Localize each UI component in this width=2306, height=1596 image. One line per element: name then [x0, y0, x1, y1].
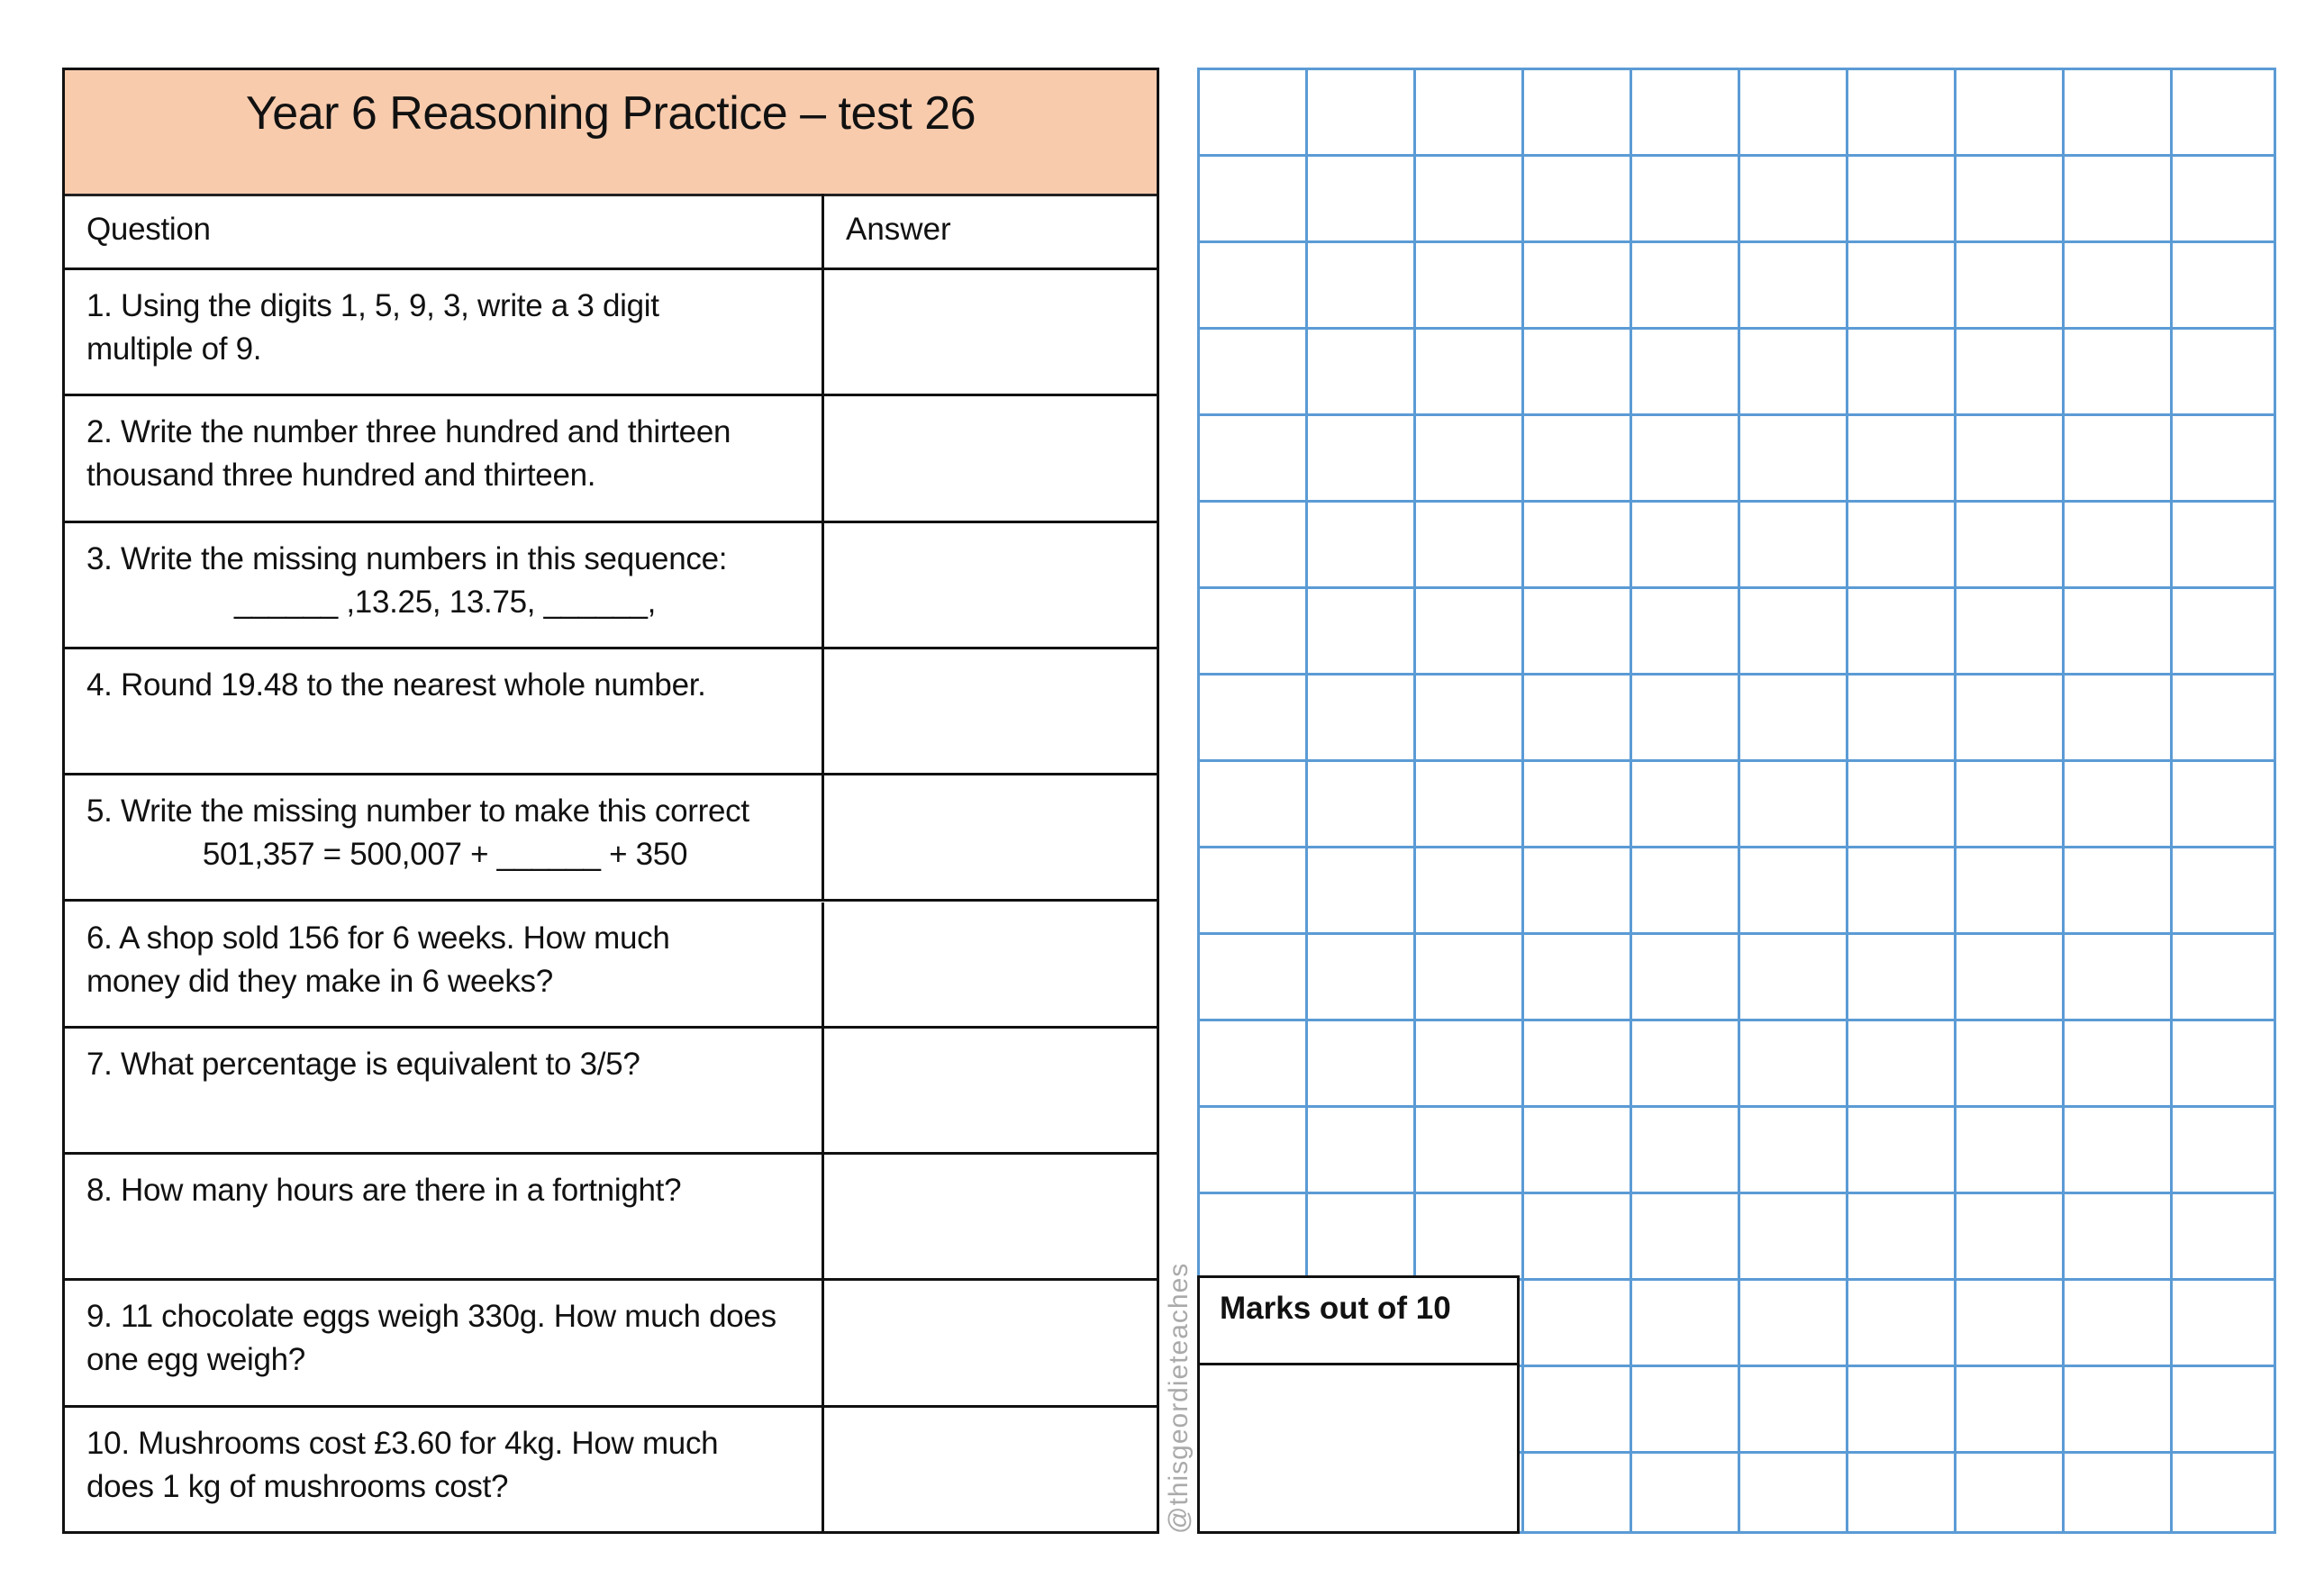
table-row: 6. A shop sold 156 for 6 weeks. How much… — [65, 902, 1157, 1029]
question-cell: 9. 11 chocolate eggs weigh 330g. How muc… — [65, 1281, 824, 1405]
question-text-continued: thousand three hundred and thirteen. — [86, 458, 596, 494]
table-row: 2. Write the number three hundred and th… — [65, 396, 1157, 523]
question-text-continued: ______ ,13.25, 13.75, ______, — [233, 584, 657, 620]
answer-cell[interactable] — [824, 902, 1157, 1026]
answer-cell[interactable] — [824, 1155, 1157, 1278]
table-row: 9. 11 chocolate eggs weigh 330g. How muc… — [65, 1281, 1157, 1408]
answer-cell[interactable] — [824, 1029, 1157, 1152]
marks-box: Marks out of 10 — [1197, 1275, 1520, 1534]
table-row: 3. Write the missing numbers in this seq… — [65, 522, 1157, 649]
answer-cell[interactable] — [824, 775, 1157, 899]
table-row: 4. Round 19.48 to the nearest whole numb… — [65, 648, 1157, 776]
worksheet-title: Year 6 Reasoning Practice – test 26 — [65, 70, 1157, 196]
question-cell: 10. Mushrooms cost £3.60 for 4kg. How mu… — [65, 1407, 824, 1534]
question-cell: 4. Round 19.48 to the nearest whole numb… — [65, 648, 824, 774]
question-text: 2. Write the number three hundred and th… — [86, 414, 731, 450]
question-text-continued: money did they make in 6 weeks? — [86, 963, 553, 999]
answer-cell[interactable] — [824, 523, 1157, 647]
table-row: 10. Mushrooms cost £3.60 for 4kg. How mu… — [65, 1407, 1157, 1534]
question-cell: 3. Write the missing numbers in this seq… — [65, 522, 824, 647]
question-text: 5. Write the missing number to make this… — [86, 793, 749, 830]
answer-cell[interactable] — [824, 649, 1157, 773]
question-text: 4. Round 19.48 to the nearest whole numb… — [86, 667, 706, 703]
question-cell: 8. How many hours are there in a fortnig… — [65, 1155, 824, 1279]
question-cell: 5. Write the missing number to make this… — [65, 775, 824, 900]
question-text: 9. 11 chocolate eggs weigh 330g. How muc… — [86, 1299, 776, 1335]
answer-cell[interactable] — [824, 1408, 1157, 1534]
question-text-continued: one egg weigh? — [86, 1342, 305, 1378]
question-cell: 1. Using the digits 1, 5, 9, 3, write a … — [65, 270, 824, 394]
question-text-continued: multiple of 9. — [86, 331, 262, 367]
question-cell: 7. What percentage is equivalent to 3/5? — [65, 1028, 824, 1153]
marks-label: Marks out of 10 — [1200, 1278, 1517, 1365]
marks-value[interactable] — [1200, 1365, 1517, 1528]
answer-column-header: Answer — [846, 212, 951, 247]
table-row: 5. Write the missing number to make this… — [65, 775, 1157, 902]
table-row: 1. Using the digits 1, 5, 9, 3, write a … — [65, 270, 1157, 397]
question-column-header: Question — [65, 194, 824, 268]
question-text: 8. How many hours are there in a fortnig… — [86, 1173, 682, 1209]
question-text: 6. A shop sold 156 for 6 weeks. How much — [86, 920, 670, 956]
question-text-continued: 501,357 = 500,007 + ______ + 350 — [202, 837, 688, 873]
answer-cell[interactable] — [824, 396, 1157, 520]
question-cell: 6. A shop sold 156 for 6 weeks. How much… — [65, 902, 824, 1026]
question-text: 10. Mushrooms cost £3.60 for 4kg. How mu… — [86, 1425, 719, 1461]
watermark: @thisgeordieteaches — [1164, 1262, 1194, 1534]
question-text-continued: does 1 kg of mushrooms cost? — [86, 1468, 509, 1504]
question-text: 3. Write the missing numbers in this seq… — [86, 540, 728, 576]
question-text: 7. What percentage is equivalent to 3/5? — [86, 1046, 640, 1082]
table-header-row: Question Answer — [65, 194, 1157, 270]
worksheet-table: Year 6 Reasoning Practice – test 26 Ques… — [62, 68, 1159, 1534]
answer-cell[interactable] — [824, 1281, 1157, 1404]
answer-cell[interactable] — [824, 270, 1157, 394]
question-cell: 2. Write the number three hundred and th… — [65, 396, 824, 521]
table-row: 8. How many hours are there in a fortnig… — [65, 1155, 1157, 1282]
question-text: 1. Using the digits 1, 5, 9, 3, write a … — [86, 288, 659, 323]
table-row: 7. What percentage is equivalent to 3/5? — [65, 1028, 1157, 1156]
